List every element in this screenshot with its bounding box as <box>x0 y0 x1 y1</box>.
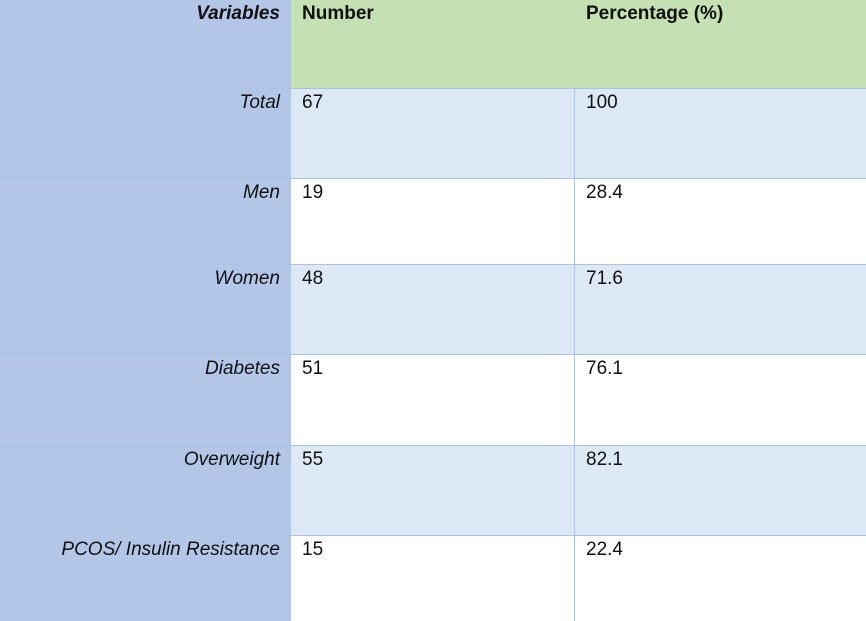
row-percentage: 100 <box>575 89 866 179</box>
header-number: Number <box>291 0 575 88</box>
row-percentage: 28.4 <box>575 179 866 265</box>
row-percentage: 22.4 <box>575 536 866 621</box>
table-row: Women 48 71.6 <box>0 264 866 355</box>
row-number: 19 <box>291 179 575 265</box>
table-header-row: Variables Number Percentage (%) <box>0 0 866 88</box>
row-number: 15 <box>291 536 575 621</box>
header-variables: Variables <box>0 0 291 88</box>
row-percentage: 82.1 <box>575 446 866 536</box>
table-row: Men 19 28.4 <box>0 178 866 265</box>
row-number: 51 <box>291 355 575 446</box>
row-label: Total <box>0 89 291 179</box>
row-number: 67 <box>291 89 575 179</box>
row-label: Overweight <box>0 446 291 536</box>
row-label: Men <box>0 179 291 265</box>
row-label: Women <box>0 265 291 355</box>
row-percentage: 71.6 <box>575 265 866 355</box>
row-label: PCOS/ Insulin Resistance <box>0 536 291 621</box>
row-number: 48 <box>291 265 575 355</box>
row-number: 55 <box>291 446 575 536</box>
table-row: PCOS/ Insulin Resistance 15 22.4 <box>0 535 866 621</box>
table-row: Total 67 100 <box>0 88 866 179</box>
table-row: Diabetes 51 76.1 <box>0 354 866 446</box>
table-row: Overweight 55 82.1 <box>0 445 866 536</box>
row-label: Diabetes <box>0 355 291 446</box>
header-percentage: Percentage (%) <box>575 0 866 88</box>
row-percentage: 76.1 <box>575 355 866 446</box>
